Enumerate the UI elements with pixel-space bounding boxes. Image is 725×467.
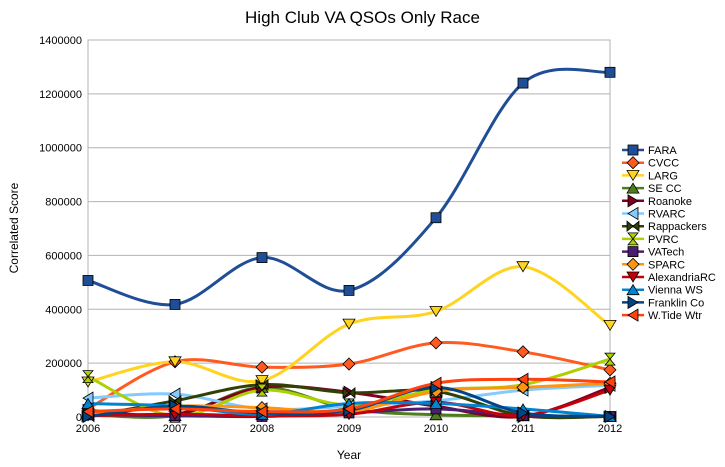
y-axis-ticks: 0 200000 400000 600000 800000 1000000 1200000 1…	[39, 35, 82, 424]
data-point-se-cc	[429, 409, 443, 421]
legend-label-alexandriarc: AlexandriaRC	[648, 272, 716, 284]
legend-marker-rvarc	[627, 206, 639, 221]
data-point-cvcc	[255, 360, 269, 374]
data-point-larg	[255, 375, 269, 387]
x-tick-label: 2008	[250, 423, 274, 435]
y-tick-label: 1000000	[39, 143, 82, 155]
chart-title: High Club VA QSOs Only Race	[245, 8, 480, 27]
legend-label-roanoke: Roanoke	[648, 196, 692, 208]
legend-label-cvcc: CVCC	[648, 158, 679, 170]
y-tick-label: 1200000	[39, 89, 82, 101]
data-point-franklin-co	[517, 406, 529, 420]
data-point-cvcc	[516, 345, 530, 359]
legend-marker-sparc	[626, 257, 640, 271]
data-point-pvrc	[256, 383, 268, 397]
legend-marker-franklin-co	[627, 295, 639, 310]
series-markers	[81, 66, 617, 424]
legend-label-rvarc: RVARC	[648, 209, 686, 221]
legend-marker-vatech	[627, 246, 639, 258]
data-point-fara	[256, 252, 268, 263]
legend-marker-se-cc	[626, 182, 640, 194]
data-point-fara	[343, 285, 355, 296]
legend-label-fara: FARA	[648, 145, 677, 157]
y-tick-label: 600000	[45, 250, 82, 262]
legend-label-se-cc: SE CC	[648, 183, 682, 195]
data-point-fara	[604, 66, 616, 78]
legend-label-vatech: VATech	[648, 247, 684, 259]
x-tick-label: 2009	[337, 423, 361, 435]
data-point-fara	[169, 299, 181, 310]
x-tick-label: 2012	[598, 423, 622, 435]
data-point-pvrc	[604, 352, 616, 366]
data-point-fara	[82, 275, 94, 286]
data-point-w-tide-wtr	[430, 376, 442, 391]
y-tick-label: 1400000	[39, 35, 82, 47]
y-axis-label: Correlated Score	[7, 182, 21, 273]
legend-marker-roanoke	[627, 194, 639, 208]
data-point-larg	[342, 318, 356, 330]
legend-label-w-tide-wtr: W.Tide Wtr	[648, 310, 702, 322]
legend-label-vienna-ws: Vienna WS	[648, 285, 703, 297]
data-point-fara	[517, 77, 529, 89]
data-point-fara	[430, 212, 442, 224]
data-point-pvrc	[82, 370, 94, 384]
data-point-w-tide-wtr	[82, 404, 94, 419]
legend-marker-cvcc	[626, 156, 640, 170]
data-point-cvcc	[342, 357, 356, 371]
x-axis-label: Year	[337, 448, 361, 462]
legend-marker-vienna-ws	[626, 283, 640, 296]
legend-marker-pvrc	[627, 232, 639, 246]
data-point-franklin-co	[604, 409, 616, 424]
data-point-w-tide-wtr	[343, 402, 355, 416]
x-tick-label: 2011	[511, 423, 535, 435]
legend-label-larg: LARG	[648, 170, 678, 182]
y-tick-label: 0	[76, 412, 82, 424]
legend-marker-rappackers	[626, 220, 640, 233]
x-tick-label: 2007	[163, 423, 187, 435]
y-tick-label: 200000	[45, 358, 82, 370]
legend-marker-fara	[627, 144, 639, 156]
data-point-w-tide-wtr	[517, 372, 529, 387]
data-point-rappackers	[342, 386, 356, 399]
x-tick-label: 2010	[424, 423, 448, 435]
legend-marker-w-tide-wtr	[627, 308, 639, 322]
legend-label-sparc: SPARC	[648, 259, 685, 271]
legend-label-pvrc: PVRC	[648, 234, 679, 246]
data-point-w-tide-wtr	[604, 375, 616, 389]
data-point-larg	[168, 356, 182, 368]
legend-label-rappackers: Rappackers	[648, 221, 707, 233]
data-point-cvcc	[429, 336, 443, 350]
data-point-w-tide-wtr	[256, 404, 268, 419]
data-point-cvcc	[603, 363, 617, 377]
y-tick-label: 800000	[45, 197, 82, 209]
x-tick-label: 2006	[76, 423, 100, 435]
data-point-vienna-ws	[429, 397, 443, 409]
data-point-w-tide-wtr	[169, 402, 181, 416]
data-point-rvarc	[169, 387, 181, 401]
y-tick-label: 400000	[45, 304, 82, 316]
data-point-larg	[516, 261, 530, 273]
data-point-larg	[603, 319, 617, 332]
legend-marker-larg	[626, 169, 640, 182]
legend-label-franklin-co: Franklin Co	[648, 297, 704, 309]
legend-marker-alexandriarc	[626, 271, 640, 283]
data-point-larg	[429, 305, 443, 318]
